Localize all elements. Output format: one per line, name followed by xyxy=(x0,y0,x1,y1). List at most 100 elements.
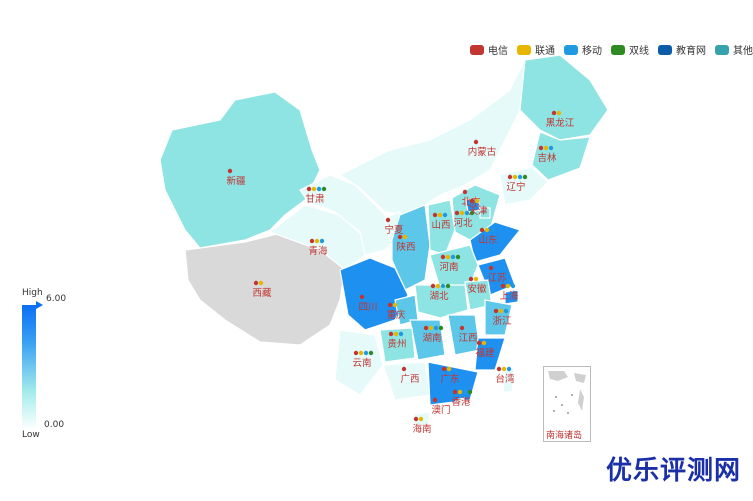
province-32[interactable] xyxy=(439,403,447,411)
province-19[interactable] xyxy=(414,284,469,319)
isp-marker-dot[interactable] xyxy=(432,397,438,403)
isp-marker-dot[interactable] xyxy=(459,325,465,331)
legend-item[interactable]: 联通 xyxy=(517,42,555,57)
province-29[interactable] xyxy=(427,361,479,406)
isp-marker-dot[interactable] xyxy=(473,276,479,282)
isp-marker-dot[interactable] xyxy=(479,227,485,233)
isp-marker-dot[interactable] xyxy=(493,308,499,314)
isp-marker-dot[interactable] xyxy=(500,283,506,289)
isp-marker-dot[interactable] xyxy=(321,186,327,192)
province-27[interactable] xyxy=(334,329,384,396)
isp-marker-dot[interactable] xyxy=(359,294,365,300)
province-31[interactable] xyxy=(455,397,465,407)
isp-marker-dot[interactable] xyxy=(413,416,419,422)
isp-marker-dot[interactable] xyxy=(454,210,460,216)
isp-marker-dot[interactable] xyxy=(253,280,259,286)
isp-marker-dot[interactable] xyxy=(510,283,516,289)
isp-marker-dot[interactable] xyxy=(397,234,403,240)
isp-marker-dot[interactable] xyxy=(309,238,315,244)
isp-marker-dot[interactable] xyxy=(402,234,408,240)
isp-marker-dot[interactable] xyxy=(316,186,322,192)
isp-marker-dot[interactable] xyxy=(423,325,429,331)
isp-marker-dot[interactable] xyxy=(522,174,528,180)
isp-marker-dot[interactable] xyxy=(496,366,502,372)
isp-marker-dot[interactable] xyxy=(440,283,446,289)
province-13[interactable] xyxy=(479,207,491,219)
isp-marker-dot[interactable] xyxy=(227,168,233,174)
isp-marker-dot[interactable] xyxy=(442,212,448,218)
isp-marker-dot[interactable] xyxy=(548,145,554,151)
legend-item[interactable]: 双线 xyxy=(611,42,649,57)
isp-marker-dot[interactable] xyxy=(446,366,452,372)
isp-marker-dot[interactable] xyxy=(474,198,480,204)
isp-marker-dot[interactable] xyxy=(543,145,549,151)
isp-marker-dot[interactable] xyxy=(503,308,509,314)
isp-marker-dot[interactable] xyxy=(481,340,487,346)
isp-marker-dot[interactable] xyxy=(401,366,407,372)
legend-item[interactable]: 教育网 xyxy=(658,42,706,57)
isp-marker-dot[interactable] xyxy=(353,350,359,356)
isp-marker-dot[interactable] xyxy=(435,283,441,289)
isp-marker-dot[interactable] xyxy=(538,145,544,151)
province-6[interactable] xyxy=(531,131,591,181)
legend-item[interactable]: 电信 xyxy=(470,42,508,57)
isp-marker-dot[interactable] xyxy=(363,350,369,356)
isp-marker-dot[interactable] xyxy=(445,254,451,260)
isp-marker-dot[interactable] xyxy=(398,331,404,337)
isp-marker-dot[interactable] xyxy=(452,389,458,395)
isp-marker-dot[interactable] xyxy=(501,366,507,372)
isp-marker-dot[interactable] xyxy=(450,254,456,260)
isp-marker-dot[interactable] xyxy=(319,238,325,244)
isp-marker-dot[interactable] xyxy=(418,416,424,422)
isp-marker-dot[interactable] xyxy=(512,174,518,180)
isp-marker-dot[interactable] xyxy=(440,254,446,260)
visual-map-gradient-bar[interactable] xyxy=(22,305,36,430)
isp-marker-dot[interactable] xyxy=(488,265,494,271)
isp-marker-dot[interactable] xyxy=(393,331,399,337)
isp-marker-dot[interactable] xyxy=(462,389,468,395)
isp-marker-dot[interactable] xyxy=(455,254,461,260)
isp-marker-dot[interactable] xyxy=(464,210,470,216)
legend-item[interactable]: 其他 xyxy=(715,42,753,57)
province-25[interactable] xyxy=(474,337,506,371)
visual-map-handle[interactable] xyxy=(36,301,43,309)
isp-marker-dot[interactable] xyxy=(459,210,465,216)
isp-marker-dot[interactable] xyxy=(484,227,490,233)
isp-marker-dot[interactable] xyxy=(469,198,475,204)
isp-marker-dot[interactable] xyxy=(438,325,444,331)
province-5[interactable] xyxy=(519,54,609,141)
isp-marker-dot[interactable] xyxy=(506,366,512,372)
isp-marker-dot[interactable] xyxy=(505,283,511,289)
province-0[interactable] xyxy=(159,91,321,249)
isp-marker-dot[interactable] xyxy=(388,331,394,337)
isp-marker-dot[interactable] xyxy=(469,210,475,216)
isp-marker-dot[interactable] xyxy=(433,325,439,331)
province-22[interactable] xyxy=(484,299,513,336)
isp-marker-dot[interactable] xyxy=(462,189,468,195)
province-18[interactable] xyxy=(504,289,519,305)
legend-item[interactable]: 移动 xyxy=(564,42,602,57)
isp-marker-dot[interactable] xyxy=(489,227,495,233)
isp-marker-dot[interactable] xyxy=(428,325,434,331)
isp-marker-dot[interactable] xyxy=(498,308,504,314)
isp-marker-dot[interactable] xyxy=(392,302,398,308)
isp-marker-dot[interactable] xyxy=(517,174,523,180)
province-3[interactable] xyxy=(299,174,401,256)
isp-marker-dot[interactable] xyxy=(430,283,436,289)
isp-marker-dot[interactable] xyxy=(258,280,264,286)
isp-marker-dot[interactable] xyxy=(314,238,320,244)
isp-marker-dot[interactable] xyxy=(311,186,317,192)
isp-marker-dot[interactable] xyxy=(368,350,374,356)
isp-marker-dot[interactable] xyxy=(441,366,447,372)
isp-marker-dot[interactable] xyxy=(476,340,482,346)
isp-marker-dot[interactable] xyxy=(306,186,312,192)
isp-marker-dot[interactable] xyxy=(432,212,438,218)
isp-marker-dot[interactable] xyxy=(473,139,479,145)
isp-marker-dot[interactable] xyxy=(437,212,443,218)
isp-marker-dot[interactable] xyxy=(468,276,474,282)
isp-marker-dot[interactable] xyxy=(387,302,393,308)
isp-marker-dot[interactable] xyxy=(457,389,463,395)
isp-marker-dot[interactable] xyxy=(507,174,513,180)
isp-marker-dot[interactable] xyxy=(556,110,562,116)
isp-marker-dot[interactable] xyxy=(551,110,557,116)
